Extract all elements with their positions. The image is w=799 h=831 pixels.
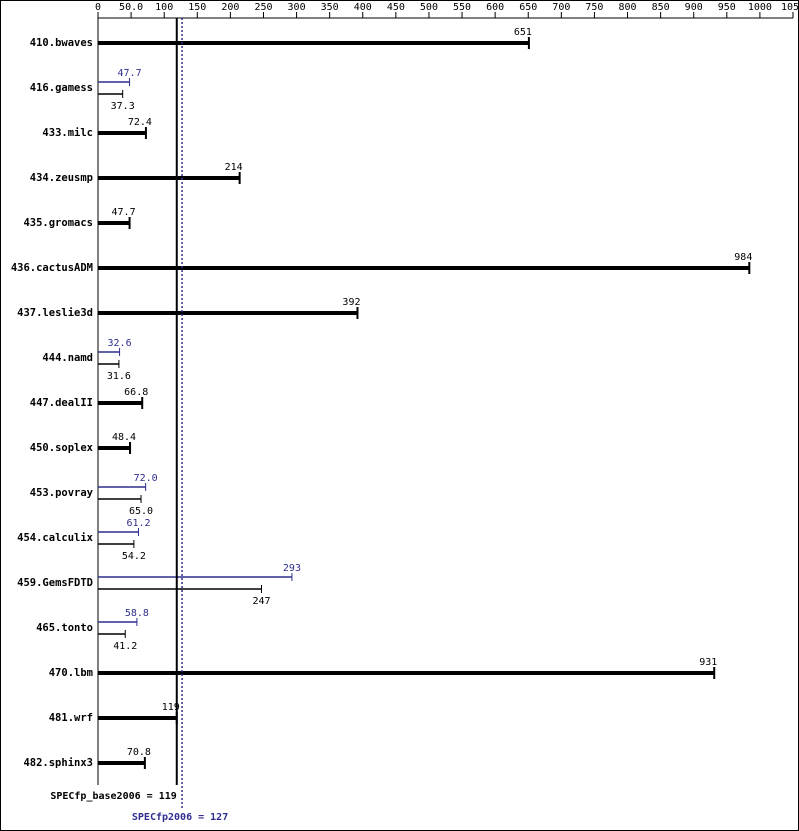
base-value-label: 31.6 bbox=[107, 371, 131, 382]
base-value-label: 651 bbox=[514, 27, 532, 38]
category-label: 416.gamess bbox=[30, 82, 93, 94]
category-label: 434.zeusmp bbox=[30, 172, 93, 184]
peak-value-label: 47.7 bbox=[118, 68, 142, 79]
base-value-label: 214 bbox=[225, 162, 243, 173]
category-label: 437.leslie3d bbox=[17, 307, 93, 319]
base-value-label: 65.0 bbox=[129, 506, 153, 517]
x-tick-label: 0 bbox=[95, 2, 101, 13]
x-tick-label: 350 bbox=[321, 2, 339, 13]
x-tick-label: 800 bbox=[618, 2, 636, 13]
category-label: 447.dealII bbox=[30, 397, 93, 409]
peak-value-label: 58.8 bbox=[125, 608, 149, 619]
x-tick-label: 450 bbox=[387, 2, 405, 13]
peak-value-label: 293 bbox=[283, 563, 301, 574]
category-label: 454.calculix bbox=[17, 532, 94, 544]
category-label: 459.GemsFDTD bbox=[17, 577, 93, 589]
x-tick-label: 700 bbox=[552, 2, 570, 13]
x-tick-label: 1050 bbox=[781, 2, 799, 13]
x-tick-label: 50.0 bbox=[119, 2, 143, 13]
category-label: 433.milc bbox=[42, 127, 93, 139]
x-tick-label: 100 bbox=[155, 2, 173, 13]
category-label: 450.soplex bbox=[30, 442, 94, 454]
category-label: 481.wrf bbox=[49, 712, 93, 724]
base-value-label: 392 bbox=[342, 297, 360, 308]
category-label: 435.gromacs bbox=[23, 217, 93, 229]
x-tick-label: 750 bbox=[585, 2, 603, 13]
category-label: 436.cactusADM bbox=[11, 262, 93, 274]
x-tick-label: 850 bbox=[652, 2, 670, 13]
x-tick-label: 600 bbox=[486, 2, 504, 13]
base-value-label: 37.3 bbox=[111, 101, 135, 112]
reference-label: SPECfp_base2006 = 119 bbox=[50, 791, 176, 802]
x-tick-label: 1000 bbox=[748, 2, 772, 13]
category-label: 410.bwaves bbox=[30, 37, 93, 49]
x-tick-label: 300 bbox=[288, 2, 306, 13]
base-value-label: 984 bbox=[734, 252, 752, 263]
category-label: 465.tonto bbox=[36, 622, 93, 634]
x-tick-label: 500 bbox=[420, 2, 438, 13]
base-value-label: 70.8 bbox=[127, 747, 151, 758]
category-label: 470.lbm bbox=[49, 667, 93, 679]
x-tick-label: 550 bbox=[453, 2, 471, 13]
base-value-label: 41.2 bbox=[113, 641, 137, 652]
peak-value-label: 72.0 bbox=[134, 473, 158, 484]
x-tick-label: 950 bbox=[718, 2, 736, 13]
x-tick-label: 400 bbox=[354, 2, 372, 13]
category-label: 444.namd bbox=[42, 352, 93, 364]
reference-label: SPECfp2006 = 127 bbox=[132, 812, 228, 823]
base-value-label: 47.7 bbox=[112, 207, 136, 218]
base-value-label: 54.2 bbox=[122, 551, 146, 562]
x-tick-label: 200 bbox=[221, 2, 239, 13]
base-value-label: 247 bbox=[252, 596, 270, 607]
category-label: 482.sphinx3 bbox=[23, 757, 93, 769]
x-tick-label: 250 bbox=[254, 2, 272, 13]
base-value-label: 119 bbox=[162, 702, 180, 713]
peak-value-label: 32.6 bbox=[108, 338, 132, 349]
category-label: 453.povray bbox=[30, 487, 94, 499]
peak-value-label: 61.2 bbox=[126, 518, 150, 529]
x-tick-label: 900 bbox=[685, 2, 703, 13]
base-value-label: 72.4 bbox=[128, 117, 152, 128]
x-tick-label: 650 bbox=[519, 2, 537, 13]
base-value-label: 66.8 bbox=[124, 387, 148, 398]
base-value-label: 931 bbox=[699, 657, 717, 668]
base-value-label: 48.4 bbox=[112, 432, 136, 443]
x-tick-label: 150 bbox=[188, 2, 206, 13]
